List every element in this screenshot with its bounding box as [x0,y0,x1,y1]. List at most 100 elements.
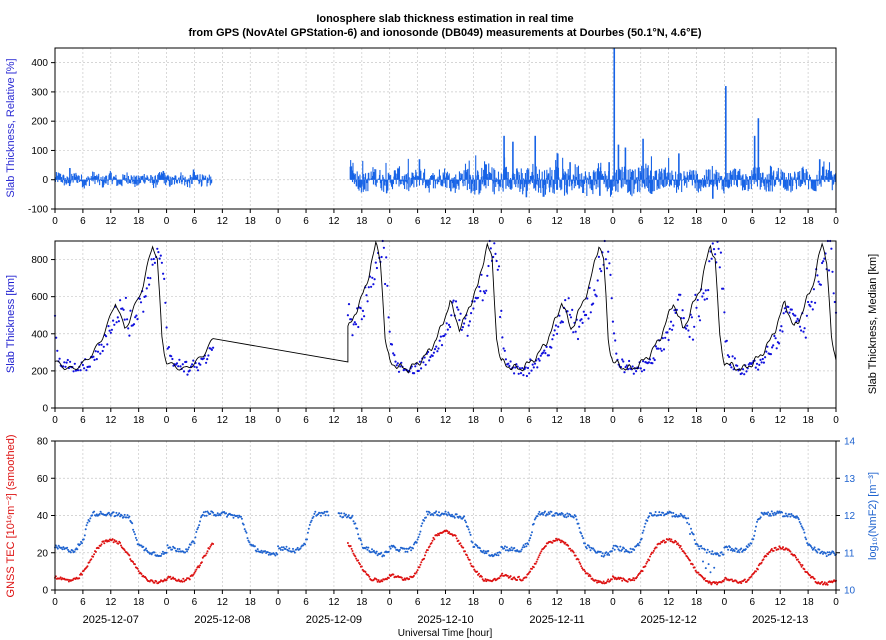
nmf2-point [633,549,636,551]
nmf2-point [268,551,271,554]
tec-point [730,578,733,581]
slab-point [110,328,113,331]
slab-point [92,355,95,358]
slab-point [733,357,737,360]
nmf2-point [466,525,469,528]
tec-point [710,583,713,586]
tec-point [686,555,689,558]
tec-point [646,560,649,563]
slab-point [178,358,181,361]
nmf2-point [372,549,375,552]
nmf2-point [536,515,539,518]
tec-point [457,539,460,542]
x-tick-label: 18 [691,216,703,227]
tec-point [803,568,806,571]
slab-point [354,323,358,326]
nmf2-point [463,515,466,518]
tec-point [136,567,139,570]
slab-point [592,302,595,305]
slab-point [513,372,516,375]
nmf2-point [485,552,488,555]
slab-point [393,354,396,357]
slab-point [447,323,451,326]
nmf2-point [197,526,200,529]
tec-point [521,579,524,582]
nmf2-point [510,546,513,549]
tec-point [431,539,434,542]
tec-point [354,555,357,558]
slab-point [107,325,110,328]
slab-point [608,262,611,265]
nmf2-point [816,551,819,554]
slab-point [501,336,504,339]
tec-point [626,580,629,583]
slab-point [437,347,440,350]
slab-point [138,297,141,300]
nmf2-point [648,515,651,518]
nmf2-point [260,549,263,552]
nmf2-point [345,513,347,516]
nmf2-point [525,545,528,548]
nmf2-point [478,547,481,550]
y-tick-label: -100 [28,205,48,216]
slab-point [457,308,460,311]
nmf2-point [772,514,775,517]
nmf2-point [650,512,652,515]
slab-point [493,242,496,245]
tec-point [577,558,580,561]
nmf2-point [83,534,86,537]
tec-point [650,553,652,556]
slab-point [156,247,159,250]
nmf2-point [566,512,569,515]
slab-point [413,372,416,375]
slab-point [486,274,489,277]
tec-point [509,575,512,578]
slab-point [533,362,537,365]
slab-point [414,365,417,368]
slab-point [581,321,584,324]
slab-point [827,269,831,272]
x-tick-label: 0 [164,597,170,608]
nmf2-point [140,544,143,547]
slab-point [642,360,645,363]
nmf2-point [62,546,65,549]
nmf2-point [833,552,836,555]
slab-point [152,257,155,261]
tec-point [416,569,419,572]
slab-point [463,322,466,325]
nmf2-point [740,547,743,550]
slab-point [719,251,723,254]
date-label: 2025-12-11 [529,614,584,626]
slab-point [547,354,551,357]
slab-point [807,300,810,304]
y-tick-label: 40 [37,511,49,522]
relative-y-ticks: -100 0 100 200 300 400 [28,58,55,216]
slab-point [816,274,819,277]
slab-point [134,316,137,319]
nmf2-point [132,528,135,531]
x-tick-label: 0 [722,597,728,608]
tec-point [402,579,405,581]
x-tick-label: 6 [80,415,86,426]
tec-point [418,566,421,569]
tec-point [105,539,108,542]
x-tick-label: 18 [803,216,815,227]
date-labels: 2025-12-07 2025-12-08 2025-12-09 2025-12-10… [83,614,809,626]
nmf2-point [503,547,506,550]
nmf2-point [216,512,219,515]
tec-point [636,576,638,578]
slab-point [647,361,651,364]
nmf2-point [797,518,800,521]
y-tick-label: 0 [42,404,48,415]
slab-point [718,266,721,269]
nmf2-point [530,534,532,537]
tec-point [583,568,585,571]
slab-point [93,358,96,361]
nmf2-point [86,521,89,524]
tec-point [703,577,706,580]
tec-point [352,552,355,555]
slab-point [129,309,132,312]
slab-point [708,260,711,263]
slab-point [688,335,691,338]
